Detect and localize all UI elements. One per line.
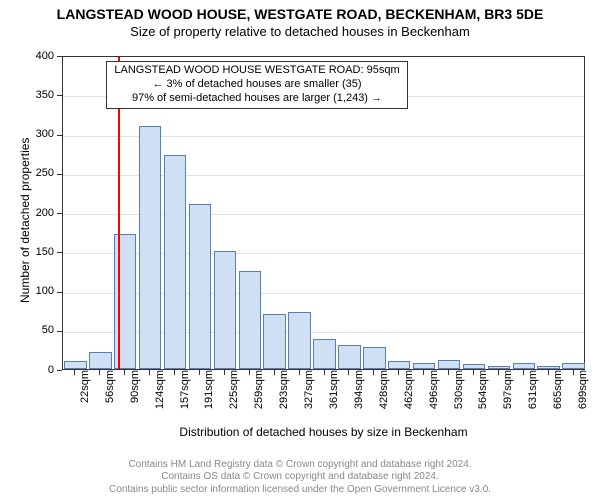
histogram-bar bbox=[488, 366, 510, 369]
x-tick-label: 191sqm bbox=[203, 370, 215, 420]
x-tick-label: 22sqm bbox=[79, 370, 91, 420]
x-tick-label: 428sqm bbox=[378, 370, 390, 420]
annotation-box: LANGSTEAD WOOD HOUSE WESTGATE ROAD: 95sq… bbox=[106, 61, 408, 109]
x-tick-label: 225sqm bbox=[228, 370, 240, 420]
x-tick-label: 496sqm bbox=[428, 370, 440, 420]
chart-subtitle: Size of property relative to detached ho… bbox=[0, 24, 600, 39]
x-tick bbox=[299, 370, 300, 375]
histogram-bar bbox=[513, 363, 535, 369]
y-tick-label: 300 bbox=[0, 128, 54, 140]
y-tick bbox=[57, 213, 62, 214]
x-tick-label: 631sqm bbox=[527, 370, 539, 420]
x-tick bbox=[573, 370, 574, 375]
footer-line-1: Contains HM Land Registry data © Crown c… bbox=[0, 459, 600, 472]
x-tick bbox=[124, 370, 125, 375]
y-tick-label: 150 bbox=[0, 246, 54, 258]
x-tick bbox=[473, 370, 474, 375]
histogram-bar bbox=[164, 155, 186, 369]
histogram-bar bbox=[189, 204, 211, 369]
plot-area: LANGSTEAD WOOD HOUSE WESTGATE ROAD: 95sq… bbox=[62, 56, 585, 370]
y-tick bbox=[57, 331, 62, 332]
histogram-bar bbox=[438, 360, 460, 369]
x-tick-label: 56sqm bbox=[104, 370, 116, 420]
x-tick-label: 597sqm bbox=[502, 370, 514, 420]
histogram-bar bbox=[239, 271, 261, 369]
y-axis-label: Number of detached properties bbox=[18, 138, 32, 303]
histogram-bar bbox=[64, 361, 86, 369]
x-tick-label: 124sqm bbox=[154, 370, 166, 420]
annotation-line-3: 97% of semi-detached houses are larger (… bbox=[111, 92, 403, 106]
annotation-line-1: LANGSTEAD WOOD HOUSE WESTGATE ROAD: 95sq… bbox=[111, 64, 403, 78]
y-tick bbox=[57, 56, 62, 57]
y-tick-label: 350 bbox=[0, 89, 54, 101]
histogram-bar bbox=[562, 363, 584, 369]
histogram-bar bbox=[89, 352, 111, 369]
x-tick-label: 293sqm bbox=[278, 370, 290, 420]
x-tick bbox=[548, 370, 549, 375]
y-tick bbox=[57, 252, 62, 253]
x-tick bbox=[74, 370, 75, 375]
y-tick-label: 100 bbox=[0, 285, 54, 297]
y-tick bbox=[57, 370, 62, 371]
x-tick-label: 157sqm bbox=[179, 370, 191, 420]
chart-title: LANGSTEAD WOOD HOUSE, WESTGATE ROAD, BEC… bbox=[0, 6, 600, 22]
x-tick bbox=[324, 370, 325, 375]
histogram-bar bbox=[537, 366, 559, 369]
x-tick-label: 564sqm bbox=[477, 370, 489, 420]
histogram-bar bbox=[338, 345, 360, 369]
y-tick-label: 400 bbox=[0, 50, 54, 62]
x-tick-label: 327sqm bbox=[303, 370, 315, 420]
x-tick-label: 699sqm bbox=[577, 370, 589, 420]
x-tick bbox=[498, 370, 499, 375]
x-tick-label: 530sqm bbox=[453, 370, 465, 420]
x-tick bbox=[199, 370, 200, 375]
annotation-line-2: ← 3% of detached houses are smaller (35) bbox=[111, 78, 403, 92]
x-tick bbox=[249, 370, 250, 375]
x-tick bbox=[348, 370, 349, 375]
histogram-bar bbox=[263, 314, 285, 369]
footer-line-2: Contains OS data © Crown copyright and d… bbox=[0, 471, 600, 484]
x-tick-label: 394sqm bbox=[353, 370, 365, 420]
x-tick-label: 665sqm bbox=[552, 370, 564, 420]
x-tick bbox=[224, 370, 225, 375]
x-axis-label: Distribution of detached houses by size … bbox=[62, 425, 585, 439]
y-tick-label: 50 bbox=[0, 324, 54, 336]
chart-container: LANGSTEAD WOOD HOUSE, WESTGATE ROAD, BEC… bbox=[0, 0, 600, 500]
histogram-bar bbox=[363, 347, 385, 369]
footer-line-3: Contains public sector information licen… bbox=[0, 484, 600, 497]
x-tick-label: 90sqm bbox=[129, 370, 141, 420]
x-tick bbox=[373, 370, 374, 375]
histogram-bar bbox=[214, 251, 236, 369]
histogram-bar bbox=[463, 364, 485, 369]
x-tick-label: 361sqm bbox=[328, 370, 340, 420]
x-tick bbox=[99, 370, 100, 375]
x-tick-label: 462sqm bbox=[403, 370, 415, 420]
histogram-bar bbox=[313, 339, 335, 369]
y-tick-label: 0 bbox=[0, 364, 54, 376]
x-tick bbox=[398, 370, 399, 375]
y-tick bbox=[57, 174, 62, 175]
histogram-bar bbox=[388, 361, 410, 369]
y-tick bbox=[57, 292, 62, 293]
histogram-bar bbox=[288, 312, 310, 369]
y-tick-label: 250 bbox=[0, 167, 54, 179]
footer: Contains HM Land Registry data © Crown c… bbox=[0, 459, 600, 497]
histogram-bar bbox=[413, 363, 435, 369]
x-tick bbox=[174, 370, 175, 375]
histogram-bar bbox=[139, 126, 161, 369]
y-tick bbox=[57, 135, 62, 136]
y-tick-label: 200 bbox=[0, 207, 54, 219]
x-tick bbox=[423, 370, 424, 375]
x-tick bbox=[523, 370, 524, 375]
x-tick bbox=[274, 370, 275, 375]
x-tick bbox=[448, 370, 449, 375]
x-tick-label: 259sqm bbox=[253, 370, 265, 420]
x-tick bbox=[149, 370, 150, 375]
y-tick bbox=[57, 95, 62, 96]
